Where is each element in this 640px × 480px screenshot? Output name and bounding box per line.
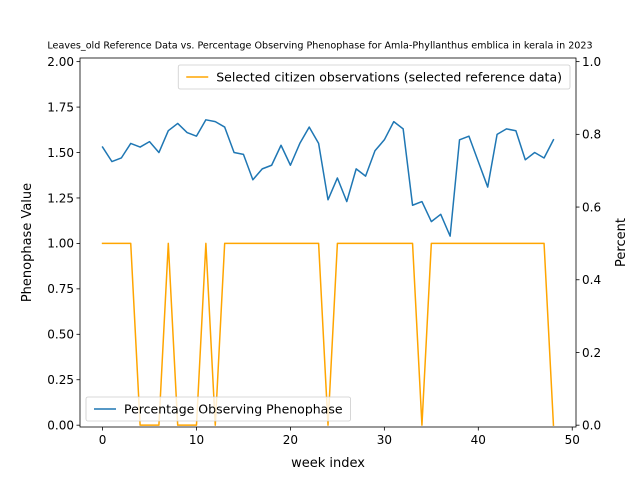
legend-percentage: Percentage Observing Phenophase <box>85 396 351 422</box>
y-right-tick-label: 0.2 <box>582 346 601 360</box>
chart-title: Leaves_old Reference Data vs. Percentage… <box>47 41 592 52</box>
y-left-tick-label: 1.50 <box>47 146 74 160</box>
plot-frame <box>79 57 577 428</box>
x-tick-label: 30 <box>377 433 392 447</box>
plot-lines <box>101 119 555 426</box>
y-right-tick-label: 1.0 <box>582 55 601 69</box>
y-left-tick-label: 0.00 <box>47 418 74 432</box>
y-axis-right: 0.0 0.2 0.4 0.6 0.8 1.0 <box>576 55 601 432</box>
x-tick-label: 50 <box>565 433 580 447</box>
series-line-percentage <box>101 119 555 237</box>
x-axis: 0 10 20 30 40 50 <box>99 427 580 447</box>
legend-box <box>177 64 571 90</box>
y-left-tick-label: 0.25 <box>47 373 74 387</box>
series-line-citizen-observations <box>101 242 555 426</box>
legends: Percentage Observing Phenophase Selected … <box>85 64 571 422</box>
x-tick-label: 20 <box>283 433 298 447</box>
y-right-tick-label: 0.6 <box>582 200 601 214</box>
y-left-tick-label: 1.00 <box>47 237 74 251</box>
legend-label: Percentage Observing Phenophase <box>124 402 343 417</box>
legend-citizen-observations: Selected citizen observations (selected … <box>177 64 571 90</box>
y-left-tick-label: 0.75 <box>47 282 74 296</box>
y-left-tick-label: 1.75 <box>47 100 74 114</box>
y-right-tick-label: 0.4 <box>582 273 601 287</box>
y-axis-label-left: Phenophase Value <box>20 183 35 302</box>
x-tick-label: 0 <box>99 433 107 447</box>
y-left-tick-label: 2.00 <box>47 55 74 69</box>
y-axis-label-right: Percent <box>614 218 629 267</box>
y-right-tick-label: 0.8 <box>582 128 601 142</box>
x-tick-label: 40 <box>471 433 486 447</box>
x-tick-label: 10 <box>189 433 204 447</box>
legend-box <box>85 396 351 422</box>
y-axis-left: 0.00 0.25 0.50 0.75 1.00 1.25 1.50 1.75 2.00 <box>47 55 80 432</box>
x-axis-label: week index <box>291 456 365 471</box>
legend-label: Selected citizen observations (selected … <box>216 70 562 85</box>
y-left-tick-label: 0.50 <box>47 328 74 342</box>
y-right-tick-label: 0.0 <box>582 418 601 432</box>
y-left-tick-label: 1.25 <box>47 191 74 205</box>
